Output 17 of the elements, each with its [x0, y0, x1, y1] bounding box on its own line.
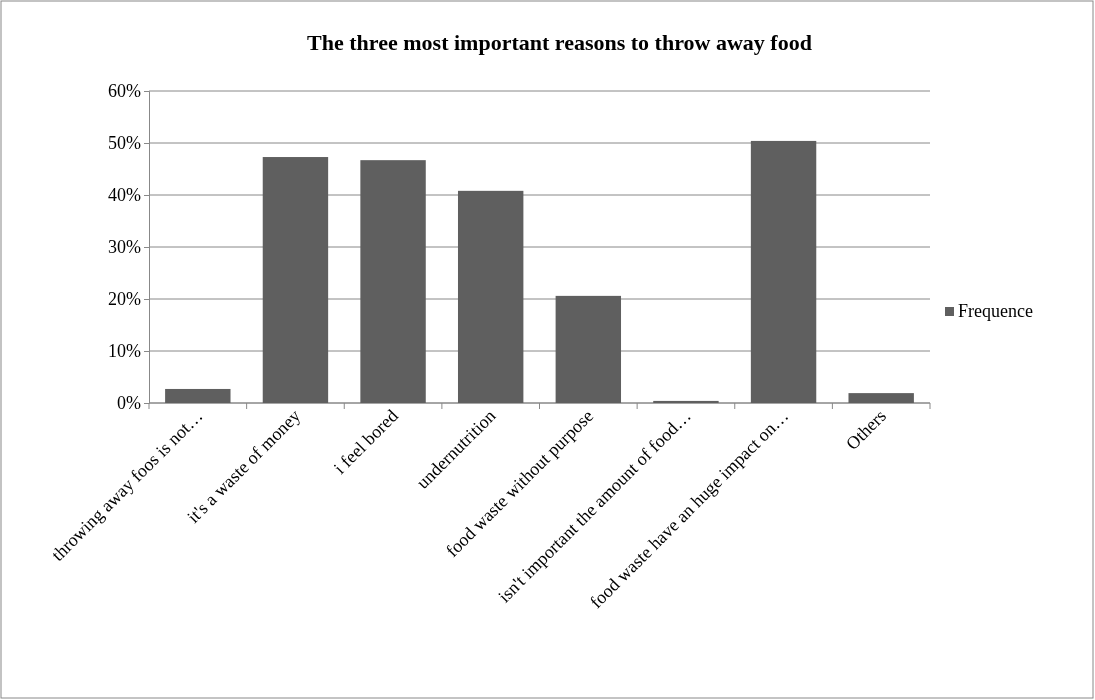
bar: [457, 190, 524, 403]
y-tick-label: 0%: [117, 393, 141, 414]
y-tick-label: 60%: [108, 81, 141, 102]
bar: [750, 140, 817, 403]
chart-title: The three most important reasons to throw away food: [307, 30, 812, 55]
y-tick-label: 10%: [108, 341, 141, 362]
legend-label: Frequence: [958, 301, 1033, 321]
y-tick-label: 20%: [108, 289, 141, 310]
bar: [360, 160, 426, 403]
bar: [653, 400, 719, 403]
bar: [848, 393, 914, 403]
bar: [262, 157, 329, 403]
y-tick-label: 40%: [108, 185, 141, 206]
bar: [165, 388, 231, 403]
y-tick-label: 50%: [108, 133, 141, 154]
bar: [555, 295, 622, 403]
y-tick-label: 30%: [108, 237, 141, 258]
